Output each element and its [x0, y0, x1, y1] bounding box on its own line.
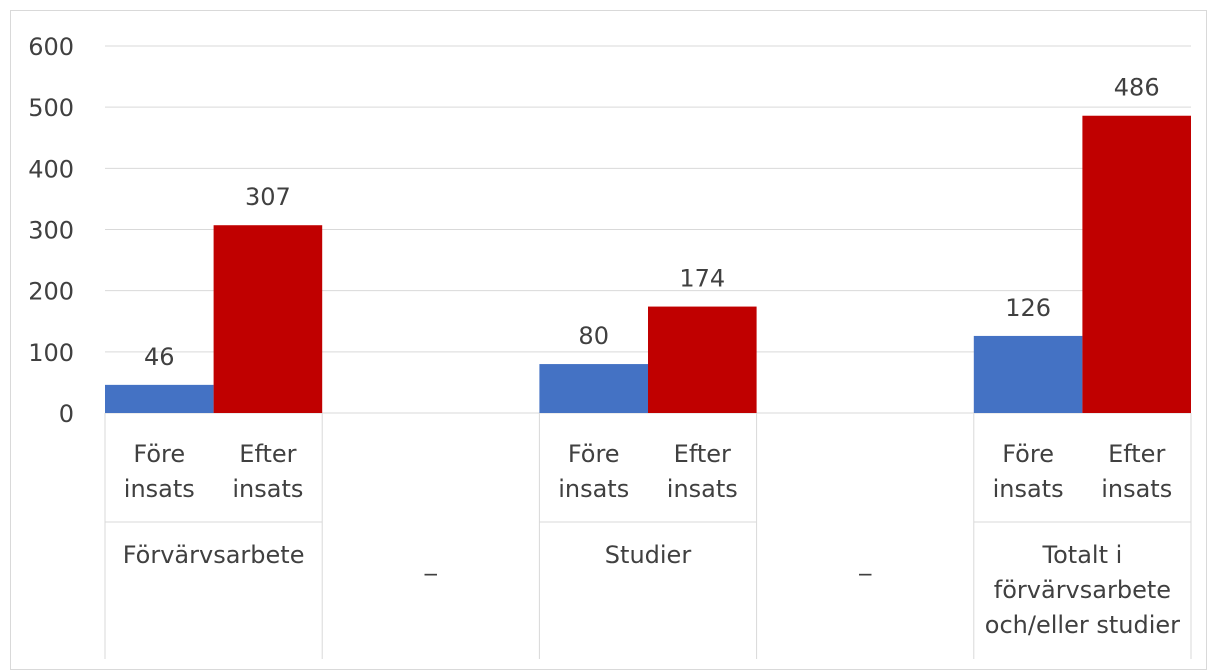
bar-fore — [539, 364, 648, 413]
y-tick-label: 0 — [59, 400, 74, 428]
bar-efter — [648, 306, 757, 413]
x-category-label: _ — [858, 548, 872, 576]
x-category-label: Förvärvsarbete — [123, 541, 305, 569]
x-category-label: Totalt i — [1042, 541, 1123, 569]
y-tick-label: 400 — [28, 155, 74, 183]
x-subcategory-label: insats — [1101, 475, 1172, 503]
x-subcategory-label: Före — [568, 440, 620, 468]
data-label: 126 — [1005, 294, 1051, 322]
x-subcategory-label: insats — [667, 475, 738, 503]
x-subcategory-label: insats — [993, 475, 1064, 503]
x-subcategory-label: Före — [1002, 440, 1054, 468]
x-subcategory-label: Efter — [674, 440, 731, 468]
y-tick-label: 300 — [28, 217, 74, 245]
y-tick-label: 200 — [28, 278, 74, 306]
x-subcategory-label: Före — [133, 440, 185, 468]
bar-fore — [105, 384, 214, 413]
x-category-label: _ — [424, 548, 438, 576]
x-category-label: förvärvsarbete — [994, 576, 1171, 604]
x-category-label: Studier — [605, 541, 692, 569]
x-category-label: och/eller studier — [985, 611, 1180, 639]
bar-fore — [973, 335, 1083, 413]
x-subcategory-label: Efter — [1108, 440, 1165, 468]
bar-efter — [1082, 115, 1191, 413]
x-axis: Före insats Efter insats Förvärvsarbete _ Före… — [104, 413, 1192, 659]
y-tick-label: 600 — [28, 33, 74, 61]
x-subcategory-label: Efter — [239, 440, 296, 468]
data-label: 80 — [578, 322, 609, 350]
y-tick-label: 100 — [28, 339, 74, 367]
x-subcategory-label: insats — [232, 475, 303, 503]
data-labels: 46 307 80 174 126 486 — [144, 74, 1160, 371]
y-tick-label: 500 — [28, 94, 74, 122]
x-subcategory-label: insats — [124, 475, 195, 503]
data-label: 46 — [144, 343, 175, 371]
data-label: 307 — [245, 183, 291, 211]
y-axis: 0 100 200 300 400 500 600 — [28, 33, 74, 428]
bars — [105, 115, 1191, 413]
data-label: 174 — [679, 265, 725, 293]
bar-efter — [213, 225, 323, 413]
data-label: 486 — [1114, 74, 1160, 102]
x-subcategory-label: insats — [558, 475, 629, 503]
